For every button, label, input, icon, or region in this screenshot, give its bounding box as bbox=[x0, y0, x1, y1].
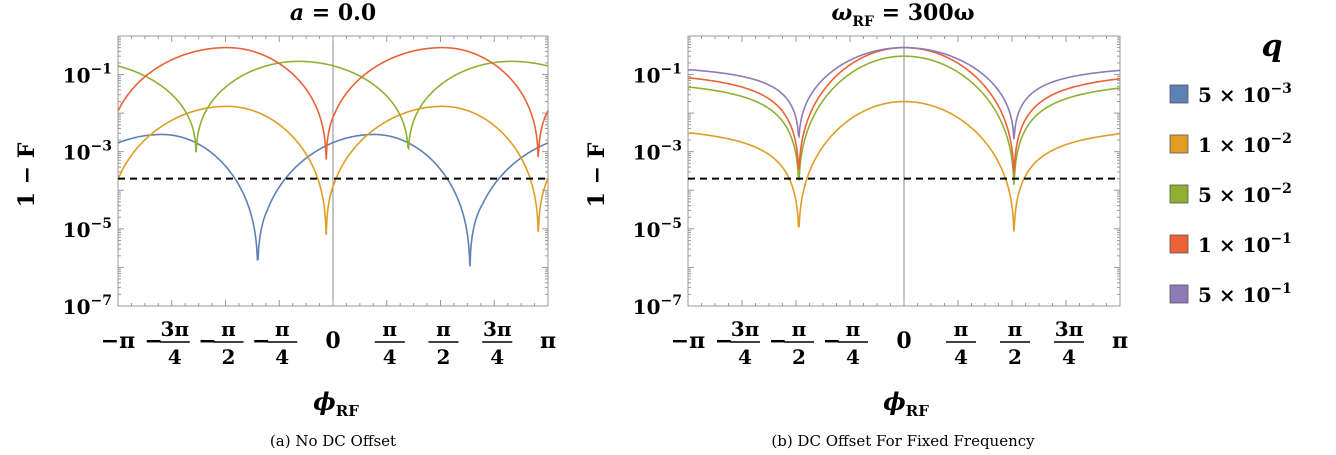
legend-swatch bbox=[1169, 234, 1189, 254]
x-tick-label: π bbox=[540, 328, 556, 354]
x-tick-label: −π bbox=[671, 328, 706, 354]
series-line-1 bbox=[117, 133, 549, 267]
legend-swatch bbox=[1169, 284, 1189, 304]
legend-swatch bbox=[1169, 84, 1189, 104]
legend-swatch bbox=[1169, 184, 1189, 204]
x-tick-label: π2 bbox=[1000, 317, 1030, 369]
y-axis-label: 1 − F bbox=[584, 142, 610, 207]
legend-swatch bbox=[1169, 134, 1189, 154]
legend-label: 1 × 10−2 bbox=[1198, 131, 1292, 157]
series-line-2 bbox=[117, 105, 549, 235]
y-tick-label: 10−1 bbox=[633, 62, 682, 88]
x-tick-label: 0 bbox=[325, 328, 340, 354]
svg-text:4: 4 bbox=[846, 345, 860, 369]
svg-text:−π: −π bbox=[101, 328, 136, 354]
svg-text:4: 4 bbox=[275, 345, 289, 369]
legend-title: q bbox=[1262, 29, 1283, 64]
series-line-5 bbox=[687, 46, 1121, 140]
x-tick-label: π4 bbox=[946, 317, 976, 369]
legend-item: 1 × 10−2 bbox=[1169, 131, 1292, 157]
svg-text:−: − bbox=[252, 328, 270, 354]
svg-text:−: − bbox=[198, 328, 216, 354]
svg-text:3π: 3π bbox=[731, 317, 760, 341]
svg-text:4: 4 bbox=[490, 345, 504, 369]
legend-label: 5 × 10−3 bbox=[1198, 81, 1292, 107]
legend-label: 1 × 10−1 bbox=[1198, 231, 1292, 257]
legend-item: 5 × 10−3 bbox=[1169, 81, 1292, 107]
x-tick-label: 3π4 bbox=[482, 317, 513, 369]
x-tick-label: π2 bbox=[428, 317, 459, 369]
svg-text:−: − bbox=[823, 328, 841, 354]
svg-text:−π: −π bbox=[671, 328, 706, 354]
x-tick-label: − π 4 bbox=[252, 317, 298, 369]
svg-text:2: 2 bbox=[437, 345, 451, 369]
svg-text:π: π bbox=[221, 317, 236, 341]
legend-item: 5 × 10−2 bbox=[1169, 181, 1292, 207]
svg-text:0: 0 bbox=[325, 328, 340, 354]
x-tick-label: − π 2 bbox=[198, 317, 244, 369]
y-axis-label: 1 − F bbox=[14, 142, 40, 207]
svg-text:π: π bbox=[540, 328, 556, 354]
y-tick-label: 10−3 bbox=[633, 139, 682, 165]
x-tick-label: −3π 4 bbox=[715, 317, 760, 369]
svg-text:3π: 3π bbox=[1055, 317, 1084, 341]
x-tick-label: π4 bbox=[374, 317, 405, 369]
svg-text:−: − bbox=[769, 328, 787, 354]
svg-text:π: π bbox=[436, 317, 451, 341]
figure-caption: (b) DC Offset For Fixed Frequency bbox=[771, 432, 1035, 450]
svg-text:π: π bbox=[1008, 317, 1023, 341]
svg-text:4: 4 bbox=[954, 345, 968, 369]
svg-text:−: − bbox=[145, 328, 163, 354]
legend-item: 1 × 10−1 bbox=[1169, 231, 1292, 257]
svg-text:3π: 3π bbox=[160, 317, 189, 341]
x-tick-label: −π bbox=[101, 328, 136, 354]
svg-text:2: 2 bbox=[1008, 345, 1022, 369]
y-tick-label: 10−7 bbox=[63, 293, 112, 319]
legend-item: 5 × 10−1 bbox=[1169, 281, 1292, 307]
x-tick-label: 0 bbox=[896, 328, 911, 354]
y-tick-label: 10−5 bbox=[63, 216, 112, 242]
svg-text:π: π bbox=[275, 317, 290, 341]
svg-text:0: 0 bbox=[896, 328, 911, 354]
svg-text:2: 2 bbox=[792, 345, 806, 369]
legend-label: 5 × 10−1 bbox=[1198, 281, 1292, 307]
series-line-3 bbox=[687, 55, 1121, 185]
x-tick-label: 3π4 bbox=[1054, 317, 1084, 369]
series-line-4 bbox=[117, 46, 549, 160]
svg-text:π: π bbox=[1112, 328, 1128, 354]
chart-title: ωRF = 300ω bbox=[831, 0, 974, 30]
y-tick-label: 10−1 bbox=[63, 62, 112, 88]
svg-text:−: − bbox=[715, 328, 733, 354]
svg-text:π: π bbox=[846, 317, 861, 341]
svg-text:2: 2 bbox=[222, 345, 236, 369]
svg-text:4: 4 bbox=[383, 345, 397, 369]
svg-text:π: π bbox=[954, 317, 969, 341]
figure-caption: (a) No DC Offset bbox=[270, 432, 396, 450]
svg-text:4: 4 bbox=[738, 345, 752, 369]
chart-title: a = 0.0 bbox=[290, 0, 376, 26]
y-tick-label: 10−5 bbox=[633, 216, 682, 242]
svg-text:π: π bbox=[792, 317, 807, 341]
x-tick-label: π bbox=[1112, 328, 1128, 354]
series-line-3 bbox=[117, 60, 549, 153]
series-line-2 bbox=[687, 100, 1121, 232]
svg-text:3π: 3π bbox=[483, 317, 512, 341]
x-axis-label: ϕRF bbox=[883, 387, 929, 420]
svg-text:4: 4 bbox=[1062, 345, 1076, 369]
legend: q 5 × 10−3 1 × 10−2 5 × 10−2 1 × 10−1 5 × 10−… bbox=[1169, 29, 1292, 307]
svg-text:4: 4 bbox=[168, 345, 182, 369]
y-tick-label: 10−7 bbox=[633, 293, 682, 319]
x-axis-label: ϕRF bbox=[313, 387, 359, 420]
y-tick-label: 10−3 bbox=[63, 139, 112, 165]
x-tick-label: − π 4 bbox=[823, 317, 868, 369]
legend-label: 5 × 10−2 bbox=[1198, 181, 1292, 207]
x-tick-label: − π 2 bbox=[769, 317, 814, 369]
x-tick-label: −3π 4 bbox=[145, 317, 190, 369]
svg-text:π: π bbox=[382, 317, 397, 341]
